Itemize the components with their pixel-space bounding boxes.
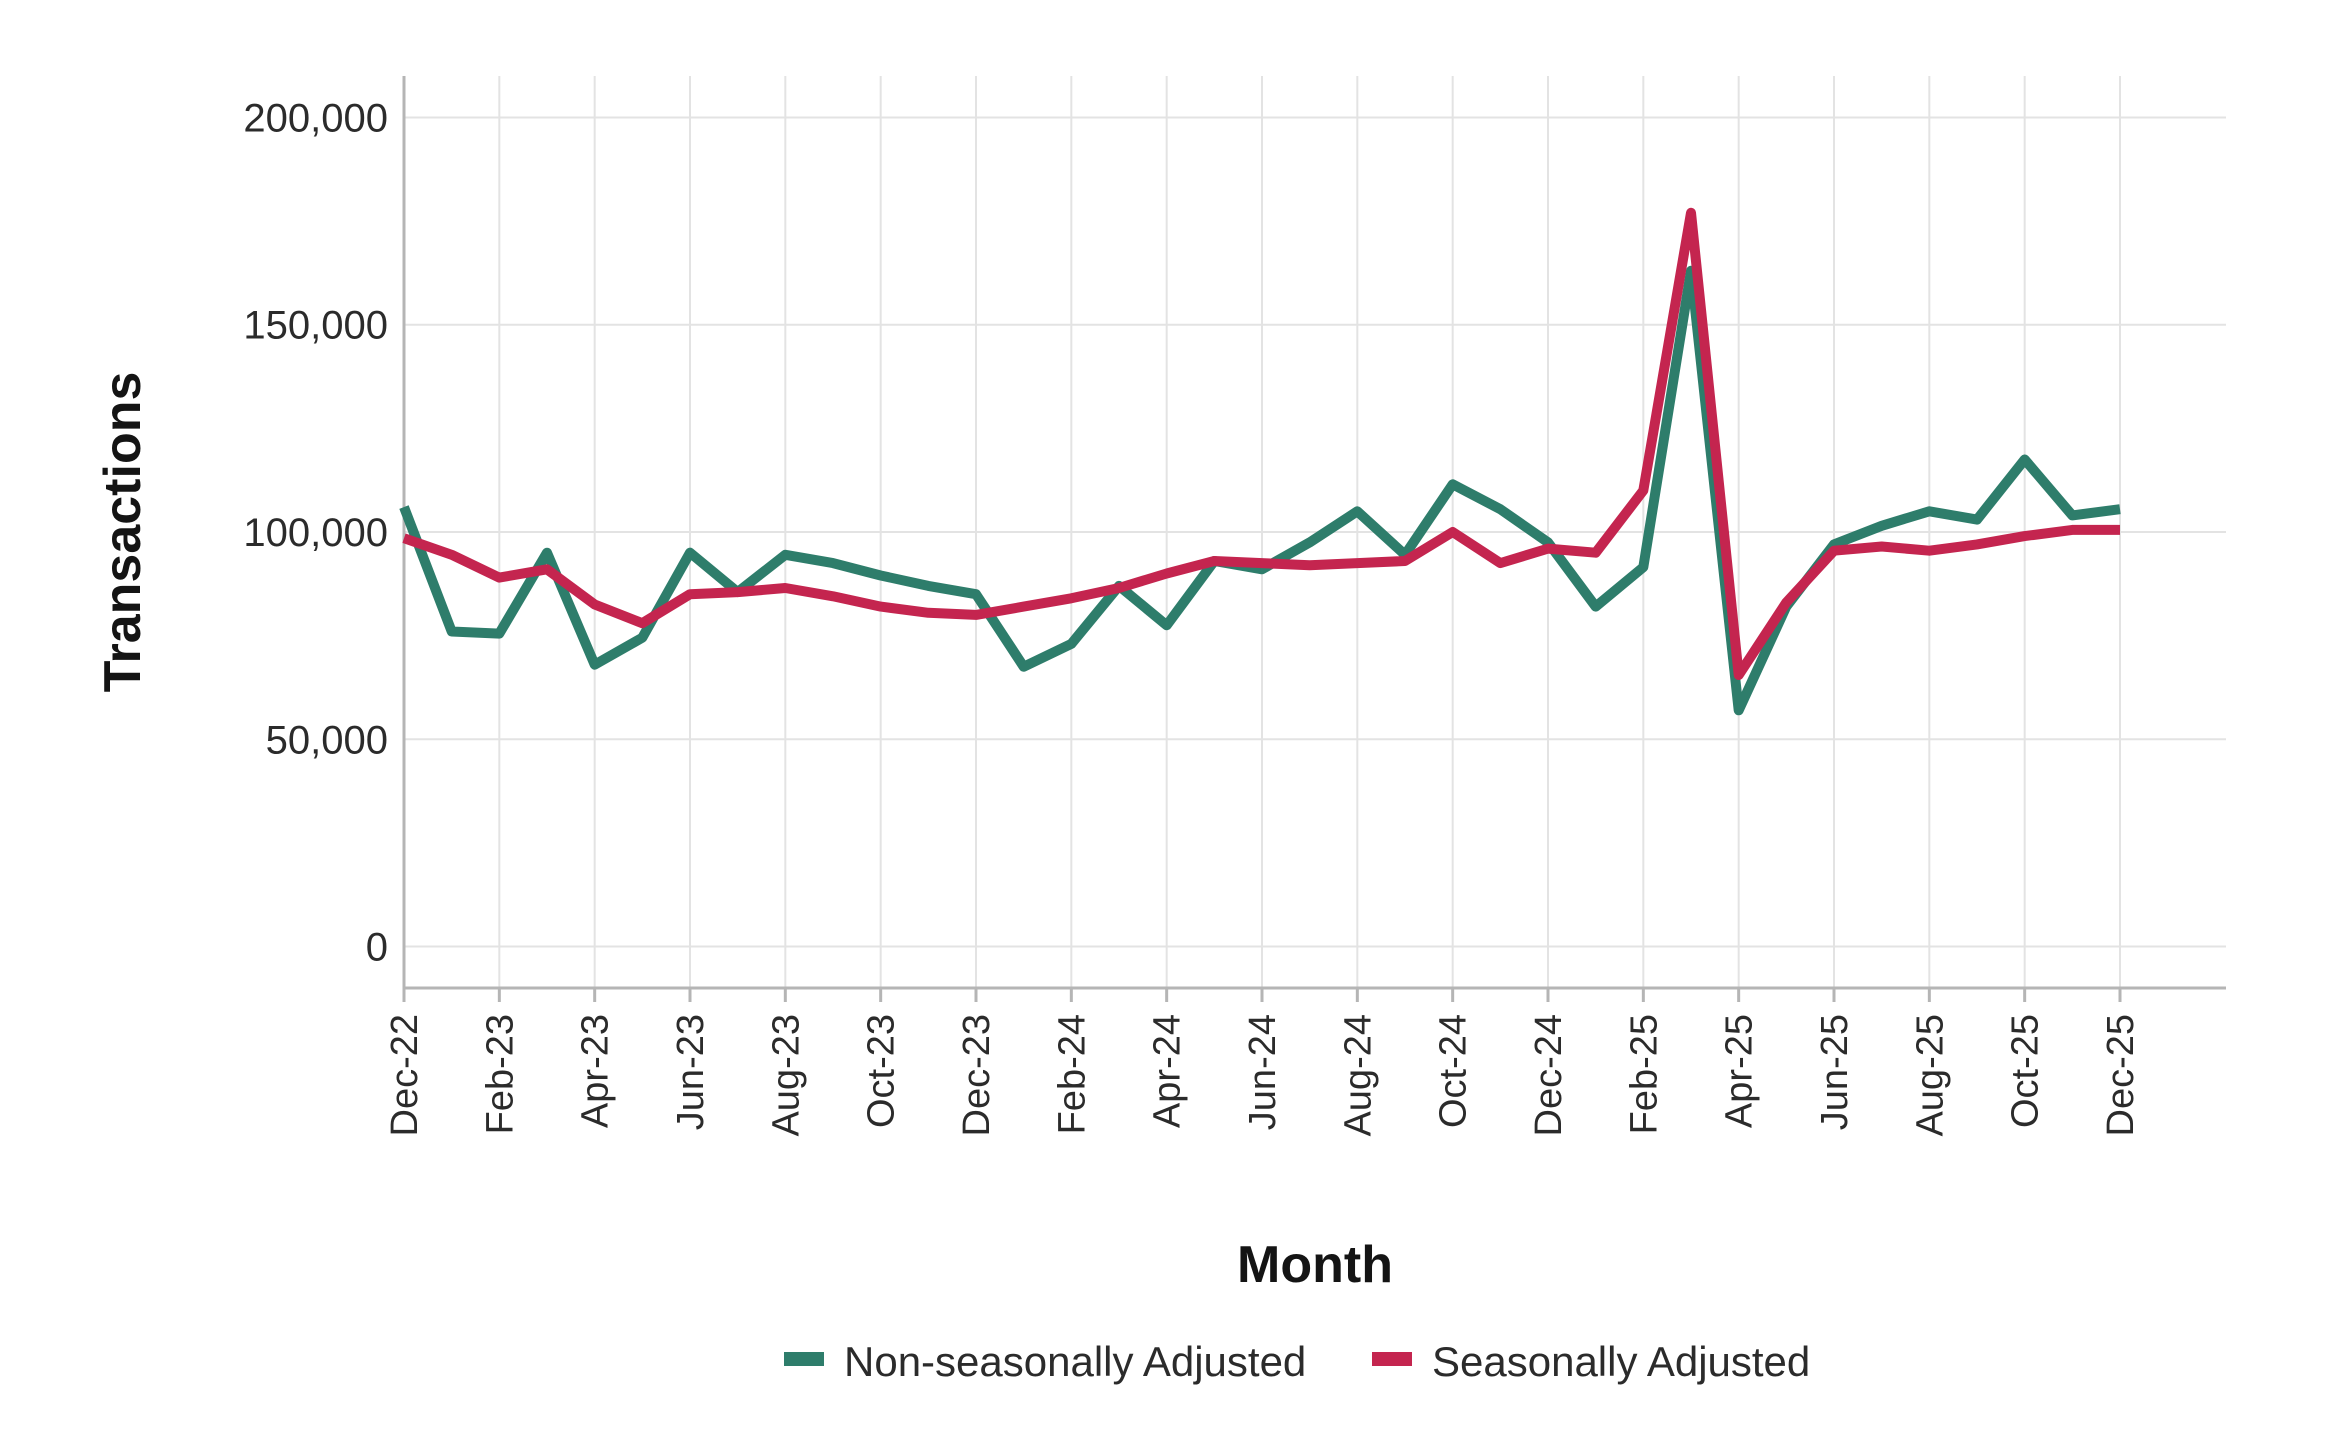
legend-label-non-seasonally-adjusted: Non-seasonally Adjusted [844, 1338, 1306, 1385]
x-tick-label: Oct-23 [861, 1014, 903, 1128]
y-axis-title: Transactions [94, 372, 152, 693]
x-tick-label: Jun-25 [1814, 1014, 1856, 1130]
legend-swatch-non-seasonally-adjusted [784, 1352, 824, 1366]
x-tick-label: Aug-24 [1337, 1014, 1379, 1137]
x-tick-label: Dec-23 [956, 1014, 998, 1137]
x-tick-label: Dec-22 [384, 1014, 426, 1137]
series-line-seasonally-adjusted [402, 207, 2120, 680]
y-tick-label: 50,000 [266, 718, 388, 762]
y-tick-label: 200,000 [243, 96, 388, 140]
legend-swatch-seasonally-adjusted [1372, 1352, 1412, 1366]
gridlines [403, 76, 2226, 988]
y-tick-label: 0 [366, 926, 388, 970]
y-tick-labels: 0 50,000 100,000 150,000 200,000 [243, 96, 388, 969]
x-tick-label: Jun-23 [670, 1014, 712, 1130]
y-tick-label: 150,000 [243, 304, 388, 348]
legend: Non-seasonally Adjusted Seasonally Adjus… [784, 1338, 1810, 1385]
axes [402, 76, 2226, 1002]
x-tick-label: Aug-25 [1909, 1014, 1951, 1137]
x-tick-labels: Dec-22 Feb-23 Apr-23 Jun-23 Aug-23 Oct-23 Dec-… [384, 1014, 2142, 1137]
series-lines [399, 207, 2121, 716]
x-axis-title: Month [1237, 1236, 1393, 1294]
x-tick-label: Jun-24 [1242, 1014, 1284, 1130]
x-tick-label: Oct-25 [2005, 1014, 2047, 1128]
x-tick-label: Dec-24 [1528, 1014, 1570, 1137]
x-tick-label: Apr-25 [1719, 1014, 1761, 1128]
legend-label-seasonally-adjusted: Seasonally Adjusted [1432, 1338, 1810, 1385]
x-tick-label: Apr-24 [1147, 1014, 1189, 1128]
x-tick-label: Feb-25 [1623, 1014, 1665, 1134]
x-tick-label: Oct-24 [1433, 1014, 1475, 1128]
x-tick-label: Apr-23 [575, 1014, 617, 1128]
x-tick-label: Feb-24 [1051, 1014, 1093, 1134]
x-tick-label: Dec-25 [2100, 1014, 2142, 1137]
x-tick-label: Aug-23 [765, 1014, 807, 1137]
x-tick-label: Feb-23 [479, 1014, 521, 1134]
series-line-non-seasonally-adjusted [399, 265, 2121, 716]
y-tick-label: 100,000 [243, 511, 388, 555]
